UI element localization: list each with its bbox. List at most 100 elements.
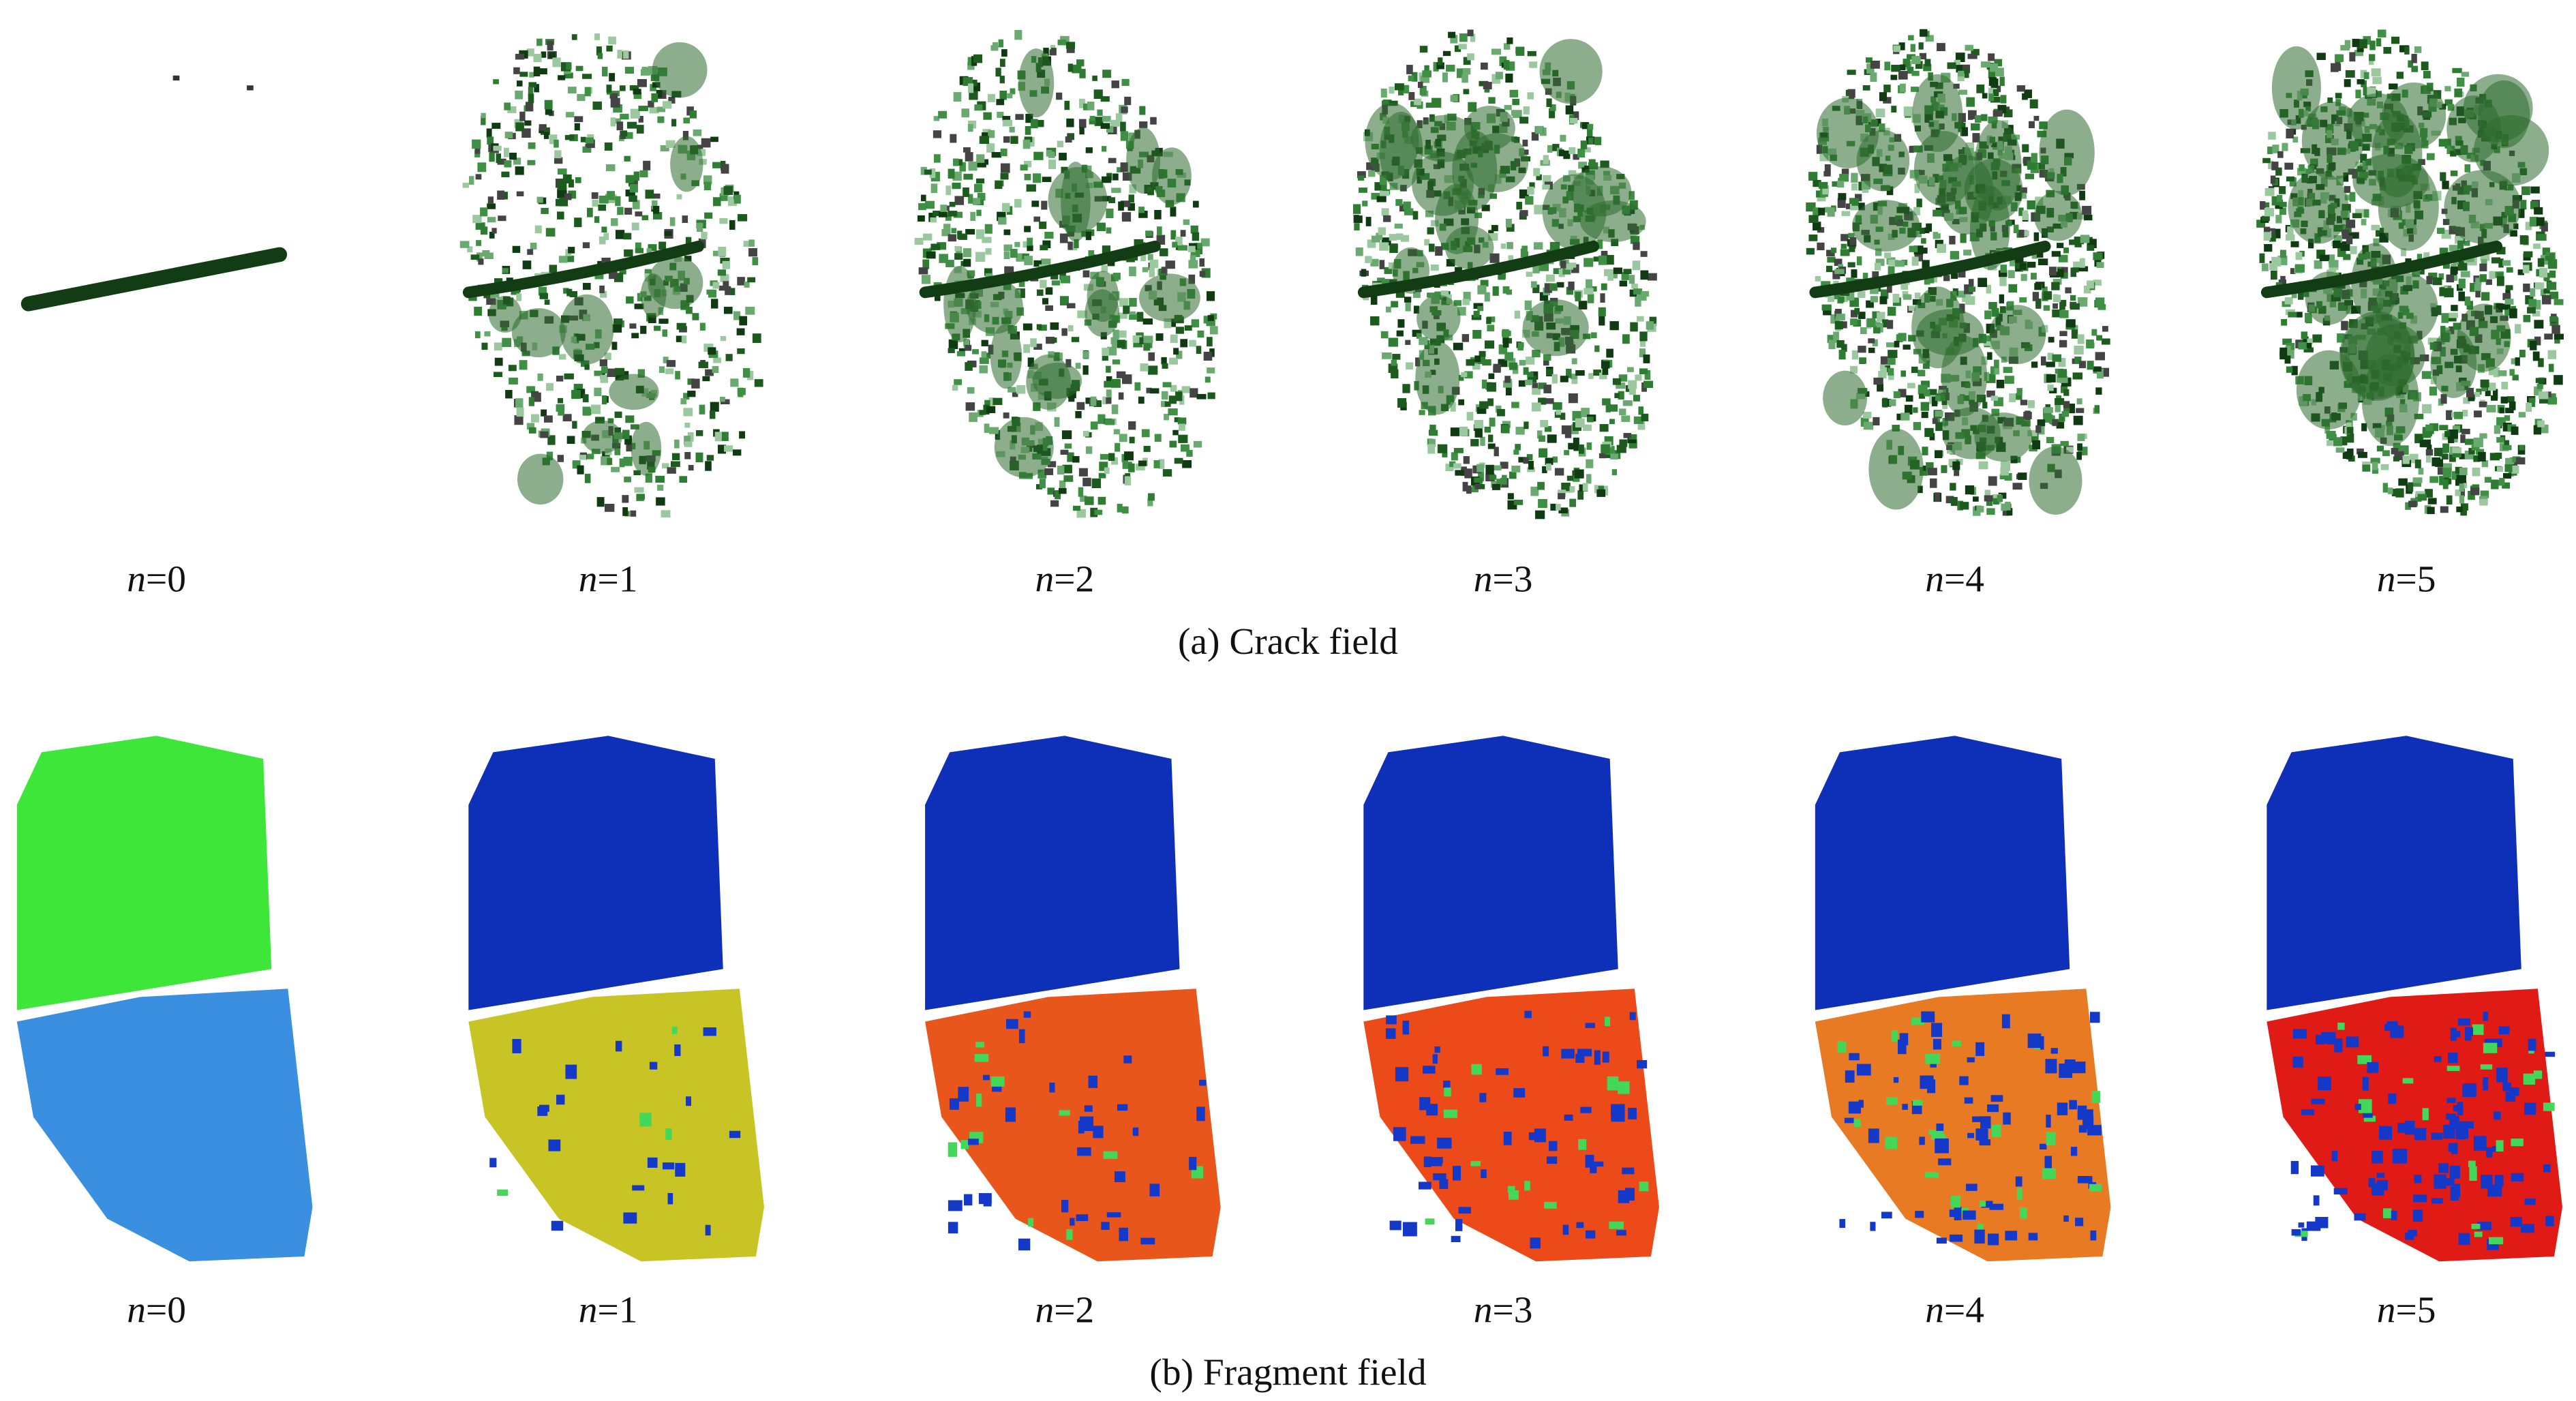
crack-dot (1478, 472, 1485, 481)
crack-dot (519, 360, 528, 370)
crack-dot (2536, 217, 2545, 226)
crack-dot (2454, 411, 2464, 419)
crack-dot (1405, 301, 1411, 312)
fragment-speck (2545, 1051, 2556, 1057)
fragment-speck (1524, 1010, 1532, 1019)
crack-dot (528, 427, 536, 434)
crack-dot (462, 183, 470, 188)
crack-dot (1609, 404, 1618, 412)
crack-dot (1162, 469, 1172, 477)
crack-dot (585, 137, 594, 144)
crack-dot (591, 404, 601, 415)
crack-dot (489, 232, 495, 239)
crack-dot (720, 257, 730, 264)
crack-dot (594, 33, 600, 40)
crack-dot (2025, 173, 2034, 179)
crack-dot (2072, 372, 2083, 380)
crack-dot (2497, 273, 2503, 278)
fragment-speck (2467, 1027, 2474, 1037)
crack-dot (1910, 44, 1915, 52)
crack-dot (2346, 235, 2353, 245)
crack-dot (1164, 318, 1172, 329)
label-value: =2 (1054, 558, 1094, 599)
fragment-speck (1989, 1203, 2004, 1210)
fragment-top (2267, 736, 2521, 1010)
crack-dot (1480, 280, 1489, 287)
crack-dot (1991, 408, 2000, 417)
crack-dot (2537, 420, 2545, 427)
crack-dot (2061, 267, 2068, 274)
crack-dot (2536, 269, 2542, 277)
crack-dot (1491, 48, 1502, 55)
crack-dot (1527, 186, 1534, 195)
crack-dot (494, 357, 503, 366)
crack-dot (723, 306, 733, 314)
crack-dot (1511, 465, 1521, 472)
fragment-speck (2057, 1102, 2068, 1115)
crack-dot (1850, 318, 1858, 326)
crack-dot (2452, 447, 2462, 453)
crack-cluster (517, 453, 564, 505)
crack-dot (1484, 87, 1490, 93)
crack-dot (1164, 414, 1170, 421)
crack-dot (1424, 239, 1429, 246)
crack-dot (2027, 261, 2036, 268)
crack-dot (1613, 267, 1623, 274)
crack-dot (472, 215, 482, 224)
crack-dot (467, 246, 473, 253)
crack-dot (525, 102, 534, 112)
fragment-speck (1443, 1081, 1451, 1089)
crack-dot (1560, 134, 1566, 142)
crack-dot (2452, 275, 2458, 281)
crack-dot (2037, 258, 2048, 266)
crack-dot (1473, 303, 1483, 310)
crack-dot (1978, 461, 1988, 470)
fragment-speck (1479, 1093, 1487, 1102)
crack-dot (557, 455, 564, 462)
crack-dot (1893, 45, 1900, 52)
fragment-speck (662, 1162, 675, 1170)
crack-dot (1609, 419, 1615, 425)
crack-dot (1523, 106, 1530, 115)
crack-cluster (1061, 162, 1091, 242)
crack-dot (2031, 254, 2038, 259)
crack-dot (645, 190, 654, 199)
crack-dot (1558, 149, 1564, 157)
crack-dot (1976, 506, 1984, 513)
crack-dot (1587, 293, 1594, 303)
crack-dot (2087, 280, 2095, 289)
crack-dot (1545, 398, 1554, 404)
crack-dot (1982, 402, 1988, 409)
fragment-speck (1393, 1127, 1406, 1141)
fragment-speck (2001, 1014, 2010, 1029)
fragment-speck (1444, 1087, 1451, 1097)
crack-dot (1526, 357, 1535, 365)
crack-dot (1808, 215, 1819, 223)
crack-dot (1612, 378, 1621, 385)
fragment-speck (1898, 1039, 1907, 1055)
crack-dot (2261, 215, 2270, 222)
crack-dot (1134, 239, 1144, 247)
crack-dot (2343, 254, 2351, 260)
crack-dot (632, 200, 640, 209)
crack-dot (609, 93, 618, 99)
crack-dot (1484, 426, 1491, 433)
crack-dot (661, 463, 669, 469)
crack-dot (2307, 338, 2313, 344)
crack-dot (1461, 334, 1470, 342)
crack-dot (656, 497, 665, 506)
crack-dot (2502, 445, 2512, 451)
crack-dot (2460, 507, 2467, 516)
crack-dot (2279, 250, 2286, 258)
crack-dot (2052, 419, 2058, 426)
crack-dot (2414, 46, 2422, 53)
crack-dot (2401, 248, 2406, 256)
crack-dot (2019, 262, 2027, 270)
crack-dot (1930, 478, 1937, 488)
crack-dot (1598, 255, 1607, 265)
crack-dot (1377, 277, 1385, 283)
crack-dot (2423, 252, 2429, 262)
crack-dot (2053, 295, 2061, 303)
crack-dot (1506, 289, 1513, 295)
crack-dot (1994, 359, 1999, 369)
